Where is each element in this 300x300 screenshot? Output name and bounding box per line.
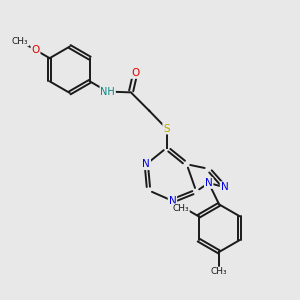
- Text: NH: NH: [100, 87, 115, 97]
- Text: N: N: [169, 196, 176, 206]
- Text: CH₃: CH₃: [12, 37, 28, 46]
- Text: CH₃: CH₃: [211, 267, 227, 276]
- Text: CH₃: CH₃: [172, 204, 189, 213]
- Text: O: O: [131, 68, 140, 78]
- Text: O: O: [32, 45, 40, 55]
- Text: N: N: [142, 159, 150, 169]
- Text: N: N: [220, 182, 228, 192]
- Text: S: S: [163, 124, 170, 134]
- Text: N: N: [205, 178, 213, 188]
